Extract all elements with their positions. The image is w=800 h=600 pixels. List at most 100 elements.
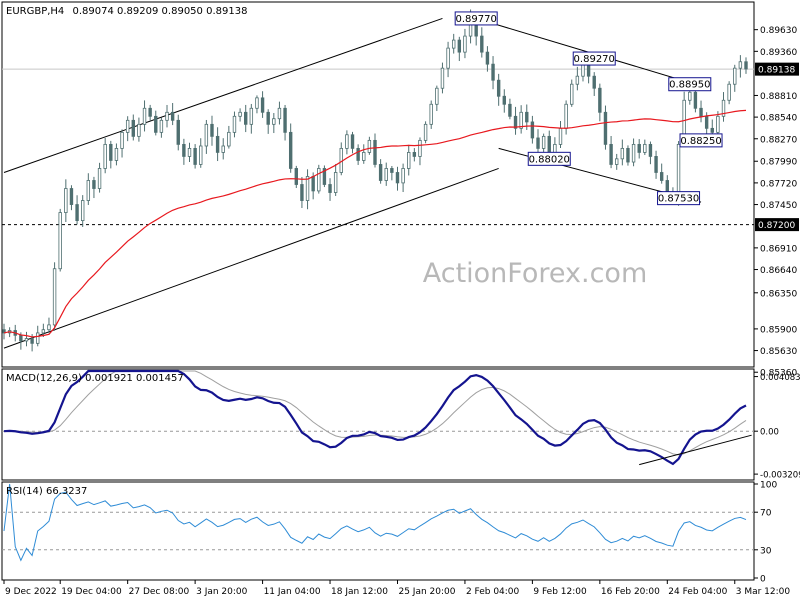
time-tick-label: 25 Jan 20:00 bbox=[398, 587, 455, 597]
current-price-label: 0.89138 bbox=[758, 66, 795, 76]
candle-body bbox=[586, 63, 591, 77]
candle-body bbox=[654, 156, 658, 173]
price-annotation: 0.88020 bbox=[527, 151, 571, 166]
candle bbox=[210, 115, 214, 146]
candle-body bbox=[480, 35, 484, 53]
candle bbox=[648, 141, 653, 165]
candle bbox=[52, 262, 57, 331]
candle bbox=[86, 173, 91, 205]
candle-body bbox=[412, 152, 417, 157]
candle bbox=[221, 138, 225, 160]
candle bbox=[373, 133, 377, 168]
candle-body bbox=[64, 188, 68, 213]
candle bbox=[238, 108, 242, 122]
candle-body bbox=[463, 35, 467, 53]
candle bbox=[451, 33, 456, 54]
candle bbox=[733, 64, 737, 92]
macd-panel-title: MACD(12,26,9) 0.001921 0.001457 bbox=[6, 373, 184, 384]
candle-body bbox=[429, 103, 433, 125]
price-annotation: 0.89770 bbox=[454, 11, 498, 26]
candle bbox=[249, 103, 254, 134]
candle bbox=[154, 110, 158, 136]
candle-body bbox=[699, 107, 703, 117]
candle-body bbox=[210, 123, 214, 137]
candle bbox=[412, 148, 417, 162]
candle bbox=[176, 114, 180, 151]
candle bbox=[288, 123, 293, 173]
candle-body bbox=[423, 123, 428, 141]
candle-body bbox=[710, 127, 714, 133]
macd-tick-label: -0.003209 bbox=[760, 471, 800, 481]
candle bbox=[294, 165, 299, 189]
candle-body bbox=[530, 121, 535, 139]
candle-body bbox=[513, 115, 518, 129]
time-tick-label: 24 Feb 04:00 bbox=[668, 587, 727, 597]
candle-body bbox=[744, 61, 748, 70]
candle bbox=[199, 138, 203, 168]
candle-body bbox=[727, 83, 731, 101]
candle-body bbox=[244, 111, 248, 125]
price-annotation: 0.89270 bbox=[572, 51, 616, 66]
candle bbox=[92, 176, 96, 199]
price-tick-label: 0.87720 bbox=[760, 179, 797, 189]
macd-tick-label: 0.004083 bbox=[760, 373, 800, 383]
candle bbox=[165, 104, 169, 128]
macd-panel-frame bbox=[1, 368, 755, 481]
candle bbox=[227, 125, 231, 149]
annotation-box bbox=[679, 133, 723, 148]
candle-body bbox=[24, 338, 29, 342]
macd-tick-label: 0.00 bbox=[760, 428, 779, 438]
candle-body bbox=[187, 147, 192, 157]
candle-body bbox=[103, 143, 107, 169]
candle-body bbox=[721, 99, 726, 117]
candle-body bbox=[446, 47, 450, 69]
candle bbox=[508, 98, 512, 120]
price-tick-label: 0.85360 bbox=[760, 369, 797, 379]
candle bbox=[654, 150, 658, 179]
candle bbox=[407, 144, 411, 176]
candle-body bbox=[170, 111, 175, 121]
annotation-label: 0.89270 bbox=[574, 54, 615, 65]
candle bbox=[418, 137, 422, 166]
candle bbox=[575, 66, 580, 91]
candle-body bbox=[19, 334, 23, 342]
candle-body bbox=[114, 147, 119, 161]
candle-body bbox=[204, 123, 209, 147]
candle bbox=[97, 162, 102, 193]
price-tick-label: 0.85630 bbox=[760, 347, 797, 357]
candle-body bbox=[704, 115, 709, 129]
candle-body bbox=[733, 67, 737, 85]
candle-body bbox=[41, 329, 46, 334]
time-tick-label: 9 Feb 12:00 bbox=[533, 587, 587, 597]
candle-body bbox=[418, 139, 422, 157]
macd-trendline bbox=[639, 434, 752, 466]
candle-body bbox=[249, 107, 254, 125]
candle-body bbox=[525, 111, 529, 123]
ohlc-values: 0.89074 0.89209 0.89050 0.89138 bbox=[72, 6, 247, 17]
candle-body bbox=[215, 135, 220, 153]
candle-body bbox=[92, 180, 96, 189]
candle bbox=[58, 208, 62, 272]
candle bbox=[592, 72, 596, 96]
candle-body bbox=[277, 107, 282, 120]
candle bbox=[615, 153, 619, 170]
price-trendline bbox=[3, 167, 499, 349]
candle-body bbox=[395, 172, 400, 184]
candle-body bbox=[519, 111, 523, 129]
candle bbox=[75, 195, 79, 225]
time-tick-label: 18 Jan 12:00 bbox=[331, 587, 388, 597]
time-tick-label: 3 Mar 12:00 bbox=[736, 587, 791, 597]
candle-body bbox=[266, 111, 270, 125]
candle bbox=[204, 119, 209, 154]
candle-body bbox=[260, 97, 265, 113]
candle bbox=[131, 114, 135, 141]
price-panel-title: EURGBP,H4 0.89074 0.89209 0.89050 0.8913… bbox=[6, 6, 247, 17]
candle bbox=[300, 176, 304, 208]
level-price-box bbox=[755, 218, 799, 232]
candle bbox=[401, 163, 405, 193]
candle bbox=[120, 129, 124, 158]
candle-body bbox=[541, 135, 546, 149]
candle-body bbox=[305, 176, 310, 201]
candle-body bbox=[255, 97, 259, 109]
candle bbox=[502, 89, 506, 113]
